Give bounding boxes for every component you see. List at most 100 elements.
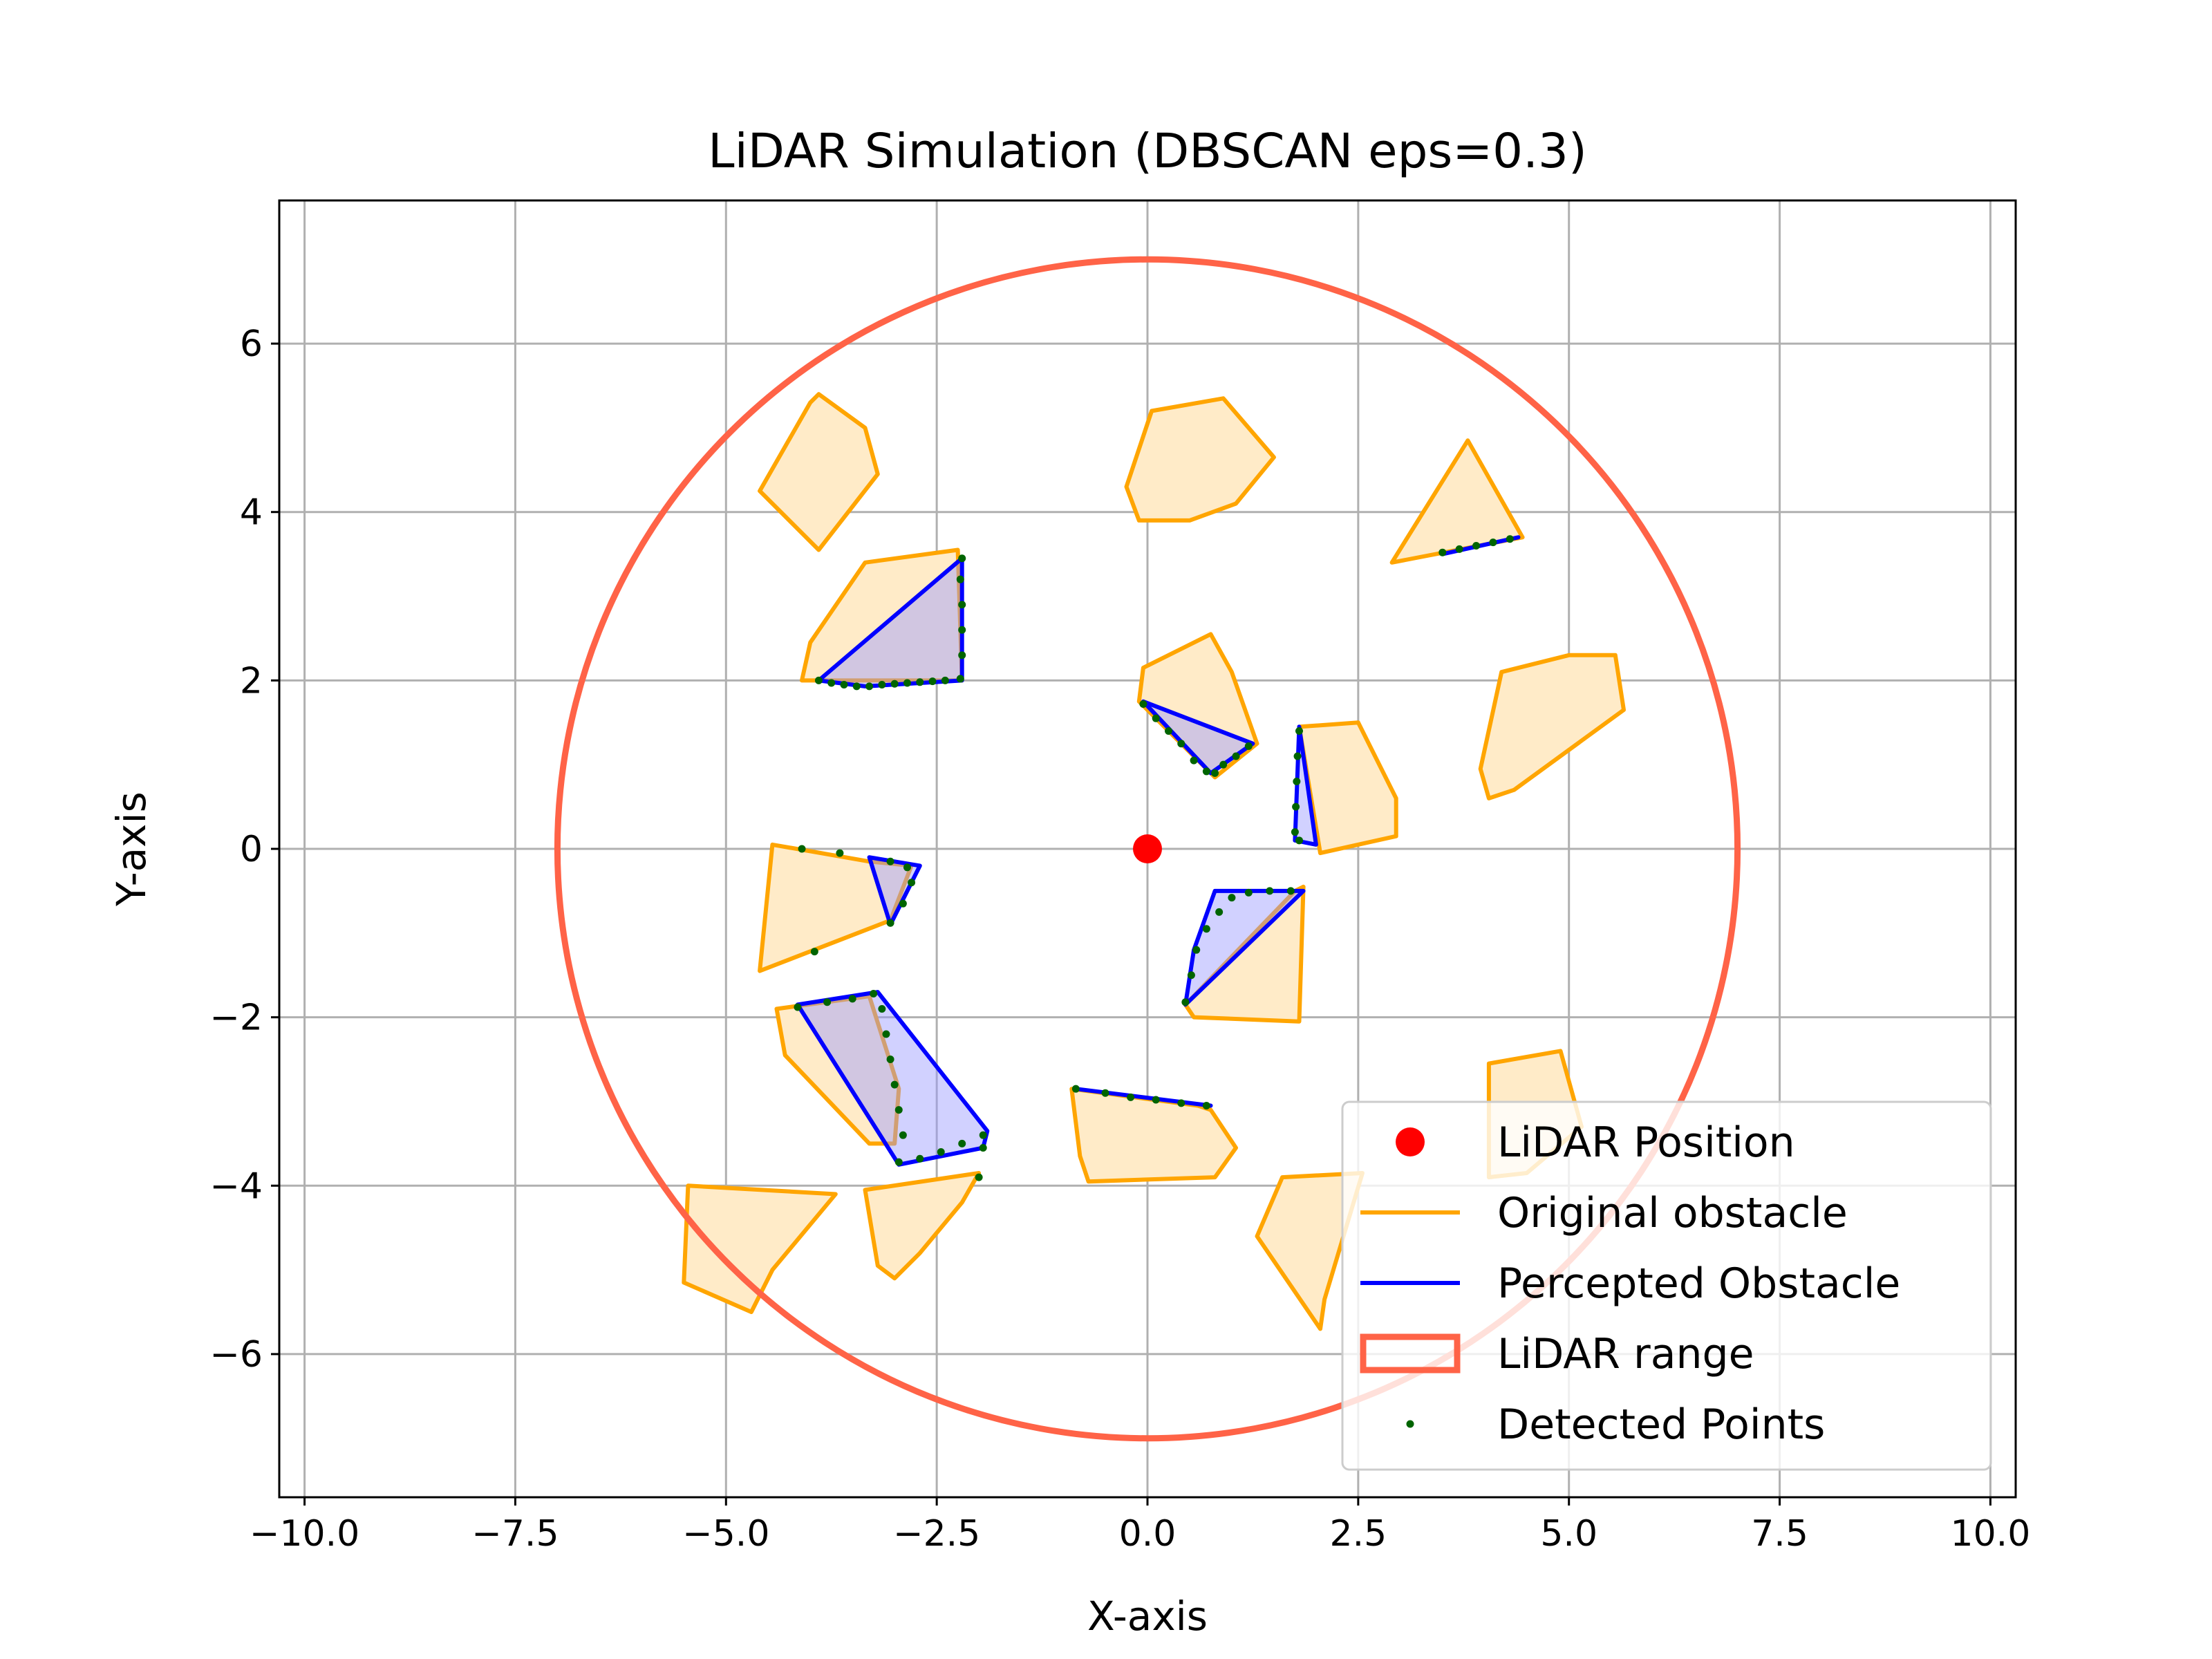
detected-point bbox=[878, 680, 886, 688]
percepted-obstacle bbox=[1074, 1087, 1213, 1108]
detected-point bbox=[848, 995, 856, 1003]
chart-title: LiDAR Simulation (DBSCAN eps=0.3) bbox=[708, 124, 1587, 179]
axis-ticks: −10.0 −7.5 −5.0 −2.5 0.0 2.5 5.0 7.5 10.0 −6 −4 −2 0… bbox=[209, 324, 2030, 1555]
legend-item: Original obstacle bbox=[1360, 1189, 1848, 1237]
detected-point bbox=[958, 601, 966, 609]
x-tick-label: 5.0 bbox=[1540, 1513, 1597, 1555]
detected-point bbox=[1228, 894, 1236, 902]
original-obstacle bbox=[863, 1171, 982, 1281]
detected-point bbox=[1215, 908, 1224, 916]
y-tick-label: 2 bbox=[240, 660, 263, 702]
detected-point bbox=[823, 998, 832, 1006]
legend-box bbox=[1341, 1100, 1992, 1471]
detected-point bbox=[1177, 1099, 1185, 1107]
x-tick-label: 0.0 bbox=[1119, 1513, 1177, 1555]
detected-point bbox=[1232, 752, 1240, 760]
detected-point bbox=[958, 626, 966, 634]
detected-points bbox=[794, 535, 1514, 1181]
x-tick-label: 10.0 bbox=[1951, 1513, 2031, 1555]
detected-point bbox=[1292, 803, 1300, 811]
detected-point bbox=[886, 1056, 894, 1064]
detected-point bbox=[794, 1003, 802, 1011]
y-tick-label: 0 bbox=[240, 829, 263, 870]
y-tick-label: −6 bbox=[209, 1334, 263, 1376]
y-tick-label: −2 bbox=[209, 997, 263, 1039]
detected-point bbox=[1293, 752, 1302, 760]
detected-point bbox=[1295, 727, 1303, 735]
legend-handle-dot bbox=[1396, 1127, 1425, 1156]
detected-point bbox=[1244, 888, 1253, 897]
x-tick-label: −2.5 bbox=[893, 1513, 980, 1555]
legend-label: Detected Points bbox=[1497, 1400, 1825, 1449]
detected-point bbox=[827, 679, 836, 687]
x-tick-label: −7.5 bbox=[471, 1513, 559, 1555]
legend-label: LiDAR Position bbox=[1497, 1118, 1795, 1167]
detected-point bbox=[890, 1080, 899, 1089]
percepted-obstacle bbox=[1141, 699, 1255, 776]
plot-frame bbox=[278, 199, 2017, 1499]
lidar-position-layer bbox=[1133, 834, 1162, 863]
detected-point bbox=[899, 1131, 907, 1139]
detected-point bbox=[1506, 535, 1514, 543]
detected-point bbox=[1164, 727, 1172, 735]
legend-label: Original obstacle bbox=[1497, 1189, 1848, 1237]
percepted-obstacle bbox=[1440, 535, 1521, 556]
detected-point bbox=[956, 675, 964, 683]
detected-point bbox=[1266, 887, 1274, 895]
legend-handle-patch bbox=[1360, 1333, 1461, 1374]
detected-point bbox=[908, 879, 916, 887]
legend-item: LiDAR Position bbox=[1396, 1118, 1795, 1167]
detected-point bbox=[941, 676, 949, 684]
legend-item: Percepted Obstacle bbox=[1360, 1259, 1900, 1308]
detected-point bbox=[814, 676, 823, 684]
detected-point bbox=[852, 682, 861, 691]
lidar-position-marker bbox=[1133, 834, 1162, 863]
y-axis-label: Y-axis bbox=[108, 791, 155, 907]
detected-point bbox=[899, 899, 907, 908]
detected-point bbox=[1472, 541, 1481, 550]
detected-point bbox=[1211, 769, 1219, 777]
detected-point bbox=[958, 1139, 966, 1147]
detected-point bbox=[1438, 548, 1447, 556]
detected-point bbox=[1286, 887, 1295, 895]
detected-point bbox=[798, 845, 806, 853]
lidar-range-circle bbox=[554, 256, 1741, 1442]
detected-point bbox=[979, 1143, 987, 1152]
x-tick-label: 7.5 bbox=[1751, 1513, 1808, 1555]
detected-point bbox=[1295, 836, 1303, 845]
detected-point bbox=[1177, 740, 1185, 748]
original-obstacle bbox=[758, 392, 880, 552]
detected-point bbox=[1071, 1085, 1080, 1093]
detected-point bbox=[810, 948, 818, 956]
detected-point bbox=[1293, 778, 1301, 786]
x-tick-label: −5.0 bbox=[682, 1513, 769, 1555]
detected-point bbox=[1244, 742, 1253, 750]
detected-point bbox=[958, 651, 966, 659]
percepted-obstacle bbox=[1183, 888, 1306, 1007]
lidar-range-layer bbox=[554, 256, 1741, 1442]
detected-point bbox=[865, 682, 874, 691]
detected-point bbox=[928, 677, 937, 686]
detected-point bbox=[1139, 700, 1147, 708]
percepted-obstacle bbox=[867, 855, 922, 927]
original-obstacle bbox=[1124, 396, 1276, 523]
detected-point bbox=[1455, 545, 1463, 553]
detected-point bbox=[836, 849, 844, 857]
detected-point bbox=[1101, 1089, 1109, 1097]
detected-point bbox=[903, 863, 911, 872]
detected-point bbox=[1127, 1093, 1135, 1101]
detected-point bbox=[1489, 538, 1497, 547]
detected-point bbox=[975, 1173, 983, 1181]
detected-point bbox=[890, 679, 899, 688]
legend-item: Detected Points bbox=[1406, 1400, 1825, 1449]
detected-point bbox=[1219, 760, 1228, 769]
original-obstacle bbox=[1478, 653, 1626, 800]
detected-point bbox=[903, 679, 911, 687]
legend-item: LiDAR range bbox=[1360, 1330, 1754, 1378]
detected-point bbox=[882, 1030, 890, 1038]
legend-label: Percepted Obstacle bbox=[1497, 1259, 1900, 1308]
detected-point bbox=[1202, 925, 1210, 933]
original-obstacle bbox=[682, 1183, 838, 1314]
detected-point bbox=[916, 1154, 924, 1163]
